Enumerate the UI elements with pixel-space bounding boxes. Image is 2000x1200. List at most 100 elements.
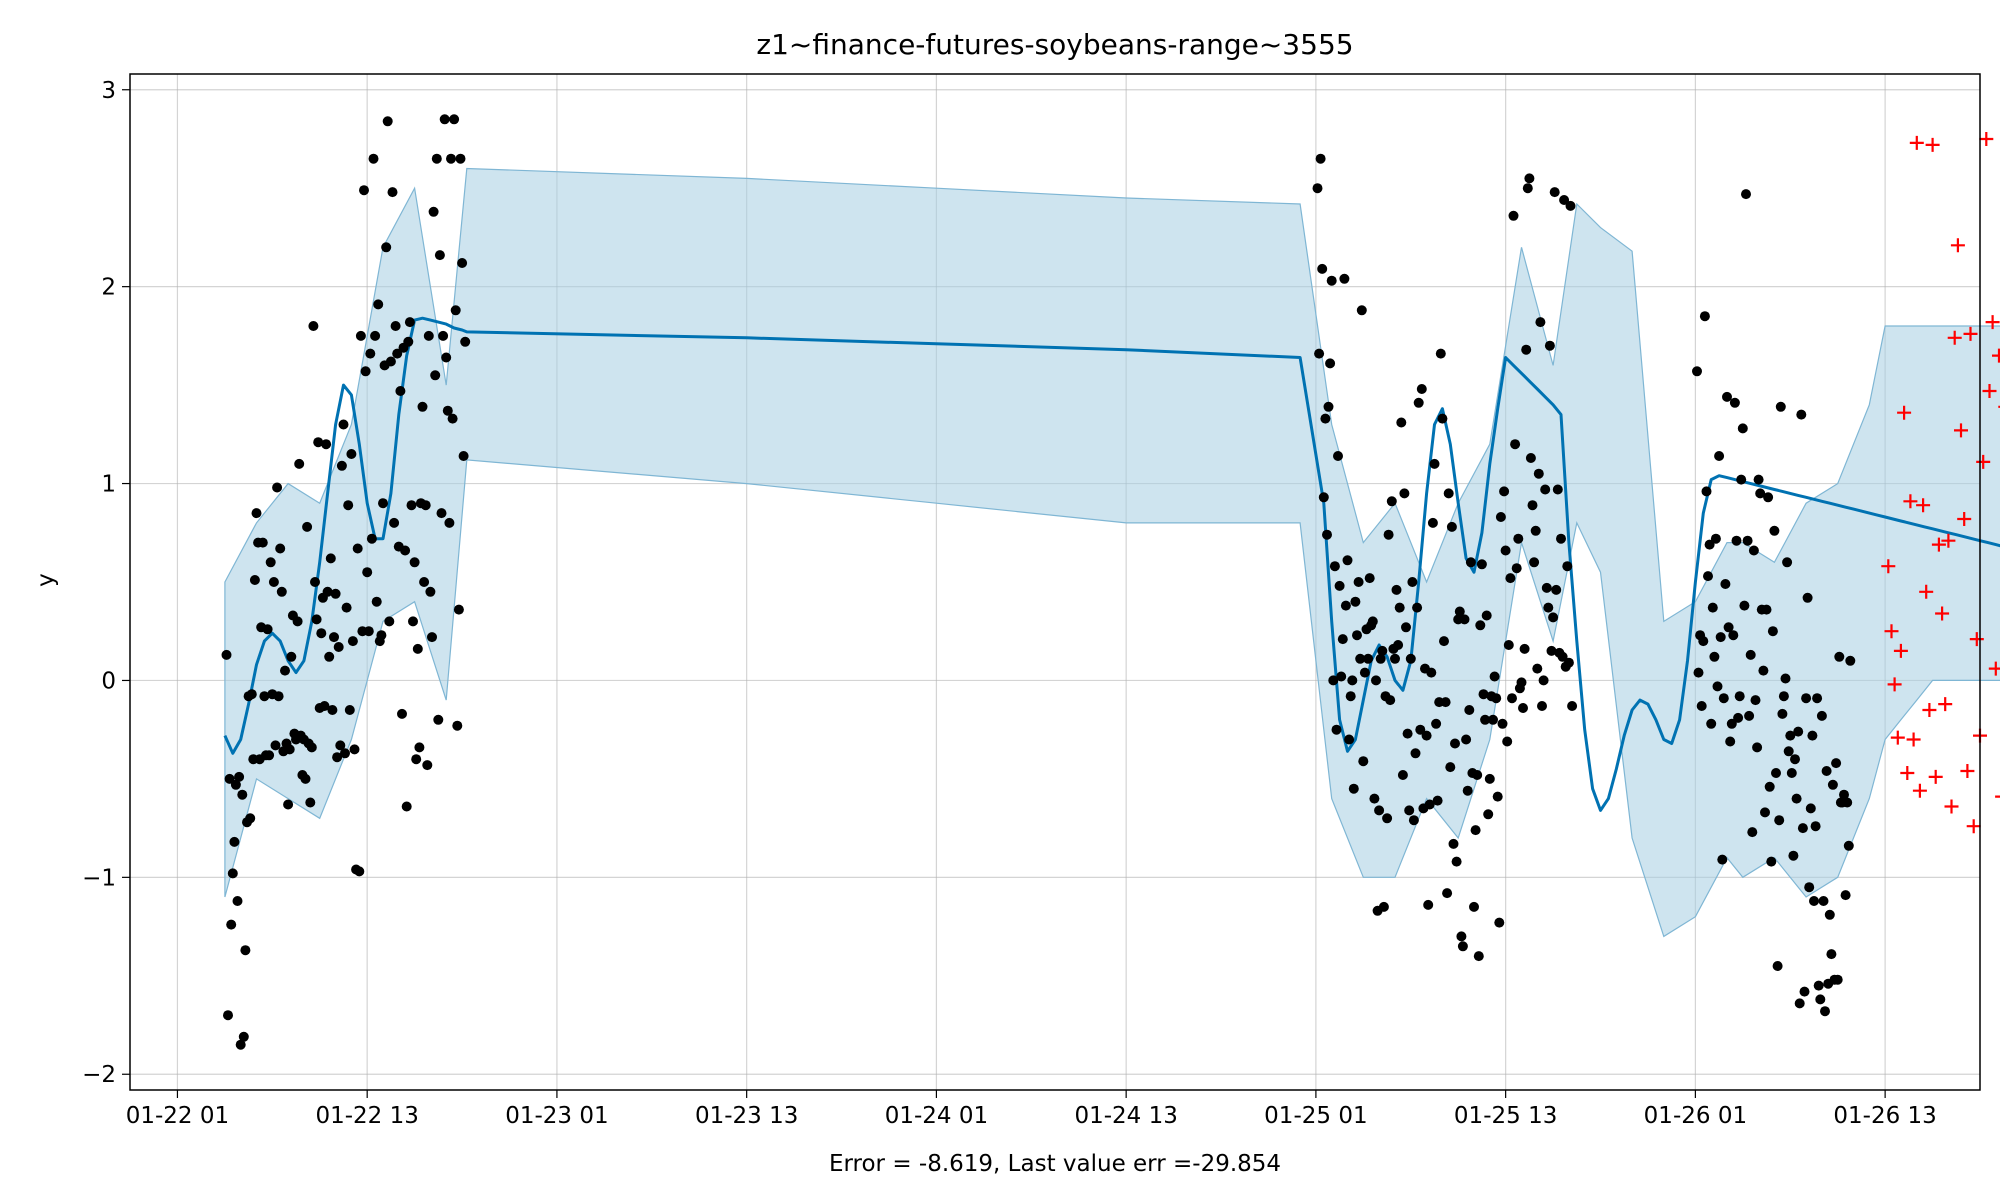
observed-point [419,577,430,587]
x-tick-label: 01-25 13 [1454,1103,1557,1129]
observed-point [1699,311,1710,322]
observed-point [1805,803,1816,814]
observed-point [1348,783,1359,794]
test-point [1957,512,1972,526]
observed-point [381,242,392,253]
observed-point [1557,651,1568,662]
observed-point [1774,815,1785,826]
observed-point [1342,555,1353,566]
observed-point [1720,579,1731,589]
observed-point [1525,453,1536,463]
observed-point [436,508,447,519]
observed-point [343,500,354,511]
observed-point [352,543,363,554]
observed-point [404,317,415,328]
observed-point [1431,718,1442,729]
observed-point [1472,770,1483,780]
uncertainty-band-layer [224,167,2000,938]
observed-point [313,437,324,448]
observed-point [1772,961,1783,971]
observed-point [1839,789,1849,800]
observed-point [1350,596,1361,607]
observed-point [1698,636,1709,647]
observed-point [344,705,355,715]
observed-point [1736,474,1747,485]
observed-point [1556,533,1566,544]
observed-point [321,439,332,450]
observed-point [1462,785,1473,796]
observed-point [1540,484,1551,495]
observed-point [1450,738,1460,749]
observed-point [1696,701,1707,711]
observed-point [360,366,371,377]
observed-point [229,836,240,847]
test-points-layer [1881,132,2000,834]
observed-point [1359,667,1370,678]
observed-point [446,153,456,164]
observed-point [1533,468,1544,479]
observed-point [1382,813,1393,824]
observed-point [268,577,279,587]
observed-point [1826,949,1837,960]
observed-point [1497,718,1508,729]
observed-point [1500,545,1511,556]
observed-point [1778,691,1789,702]
observed-point [412,643,423,654]
observed-point [232,896,243,906]
observed-point [458,451,469,461]
observed-point [438,330,449,341]
observed-point [366,533,377,544]
observed-point [1785,730,1796,741]
observed-point [1492,791,1503,802]
observed-point [1415,724,1426,735]
observed-point [1344,734,1355,745]
observed-point [1766,856,1777,867]
observed-point [1842,797,1853,808]
observed-point [346,449,357,459]
observed-point [420,500,431,511]
observed-point [1723,622,1734,633]
observed-point [417,401,428,412]
test-point [1966,819,1981,834]
observed-point [1440,697,1451,708]
observed-point [306,742,317,753]
test-point [1969,632,1984,647]
observed-point [1334,580,1345,591]
observed-point [1432,795,1443,806]
observed-point [338,419,349,430]
observed-point [223,1010,233,1021]
observed-point [1408,815,1419,826]
observed-point [1752,742,1763,753]
observed-point [1763,492,1774,503]
observed-point [286,651,297,662]
observed-point [390,321,401,331]
observed-point [1761,604,1772,615]
observed-point [259,691,270,702]
observed-point [1518,703,1528,713]
observed-point [1741,189,1751,200]
observed-point [1840,890,1851,901]
y-axis-label: y [33,573,59,587]
observed-point [1728,630,1739,641]
observed-point [1443,488,1454,499]
observed-point [1456,931,1467,942]
observed-point [1322,529,1332,540]
observed-point [1813,980,1824,991]
test-point [1995,795,2000,798]
observed-point [449,114,460,125]
observed-point [1478,689,1489,700]
x-tick-label: 01-24 13 [1074,1103,1177,1129]
observed-point [431,153,442,164]
observed-point [1367,616,1378,627]
observed-point [1527,500,1538,511]
observed-point [359,185,369,196]
observed-point [1745,649,1756,660]
test-point [1912,783,1927,798]
observed-point [1457,941,1468,952]
observed-point [1390,653,1400,664]
observed-point [1423,899,1434,910]
y-tick-label: −2 [82,1062,116,1088]
observed-point [284,744,295,755]
observed-point [1744,710,1755,721]
observed-point [1375,653,1386,664]
